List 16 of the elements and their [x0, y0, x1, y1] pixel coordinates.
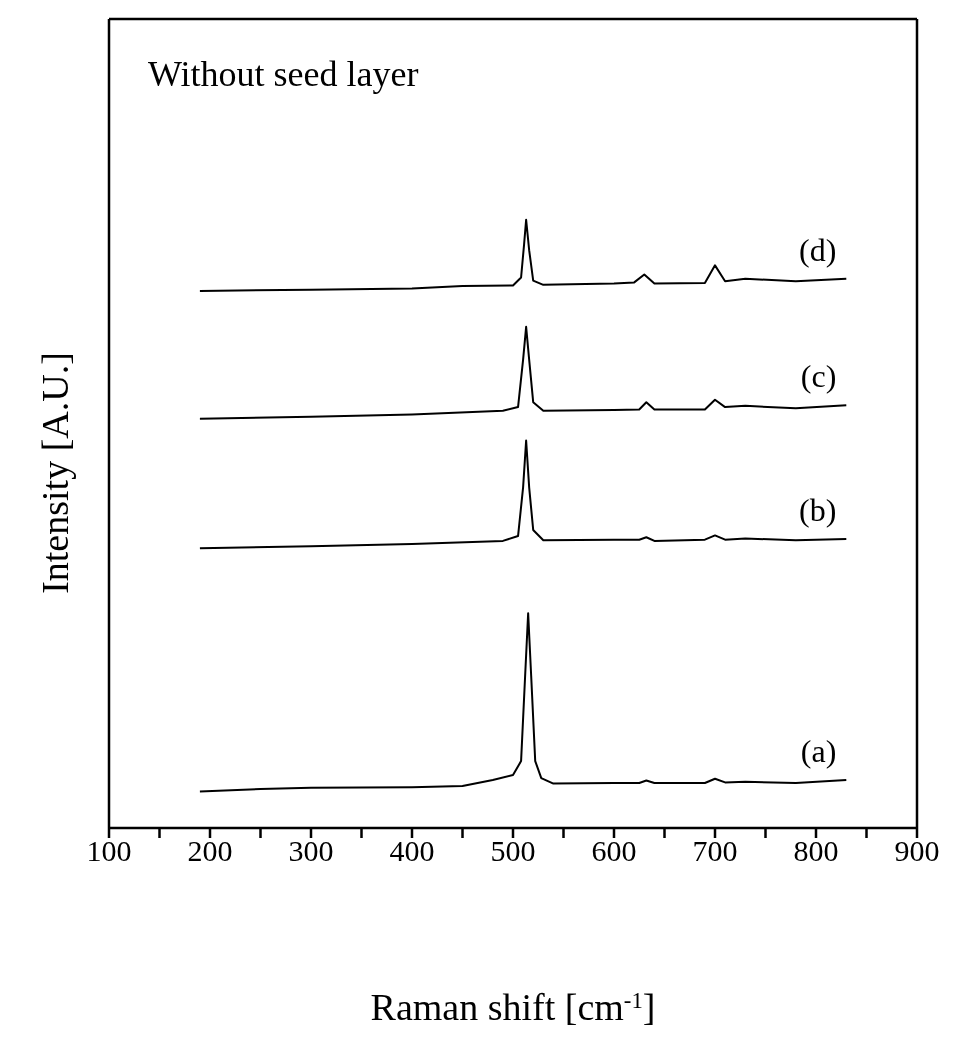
series-label: (b): [798, 492, 837, 529]
x-tick-label: 600: [591, 834, 637, 868]
series-label: (d): [798, 231, 837, 268]
x-tick-label: 800: [793, 834, 839, 868]
series-label: (c): [800, 358, 837, 395]
x-tick-label: 100: [86, 834, 132, 868]
x-tick-label: 200: [187, 834, 233, 868]
x-tick-label: 300: [288, 834, 334, 868]
x-axis-title: Raman shift [cm$^{-1}$]: [370, 986, 656, 1028]
x-tick-label: 900: [894, 834, 940, 868]
x-tick-label: 500: [490, 834, 536, 868]
y-axis-title: Intensity [A.U.]: [34, 352, 76, 594]
series-label: (a): [800, 732, 837, 769]
x-tick-label: 400: [389, 834, 435, 868]
x-tick-label: 700: [692, 834, 738, 868]
chart-title: Without seed layer: [148, 54, 419, 94]
